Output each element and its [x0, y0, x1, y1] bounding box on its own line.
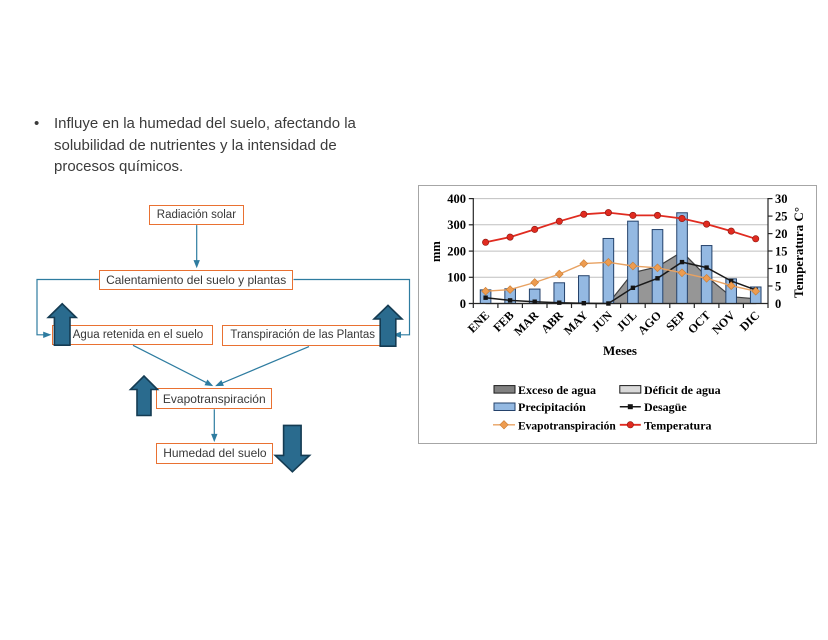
svg-text:Temperatura C°: Temperatura C° [791, 207, 806, 298]
svg-text:15: 15 [775, 244, 788, 258]
svg-text:5: 5 [775, 279, 781, 293]
svg-text:200: 200 [447, 244, 466, 258]
svg-text:400: 400 [447, 192, 466, 206]
svg-text:Precipitación: Precipitación [518, 400, 586, 414]
svg-text:Temperatura: Temperatura [644, 418, 712, 432]
svg-text:Exceso de agua: Exceso de agua [518, 383, 596, 397]
svg-text:0: 0 [775, 297, 781, 311]
svg-text:100: 100 [447, 271, 466, 285]
svg-text:0: 0 [460, 297, 466, 311]
svg-text:20: 20 [775, 227, 788, 241]
svg-text:Meses: Meses [603, 343, 637, 358]
svg-text:mm: mm [429, 241, 443, 262]
svg-text:Evapotranspiración: Evapotranspiración [518, 420, 616, 432]
svg-text:Desagüe: Desagüe [644, 400, 687, 414]
svg-text:25: 25 [775, 209, 788, 223]
svg-text:300: 300 [447, 218, 466, 232]
svg-text:10: 10 [775, 262, 788, 276]
svg-text:Déficit de agua: Déficit de agua [644, 383, 721, 397]
svg-text:30: 30 [775, 192, 788, 206]
